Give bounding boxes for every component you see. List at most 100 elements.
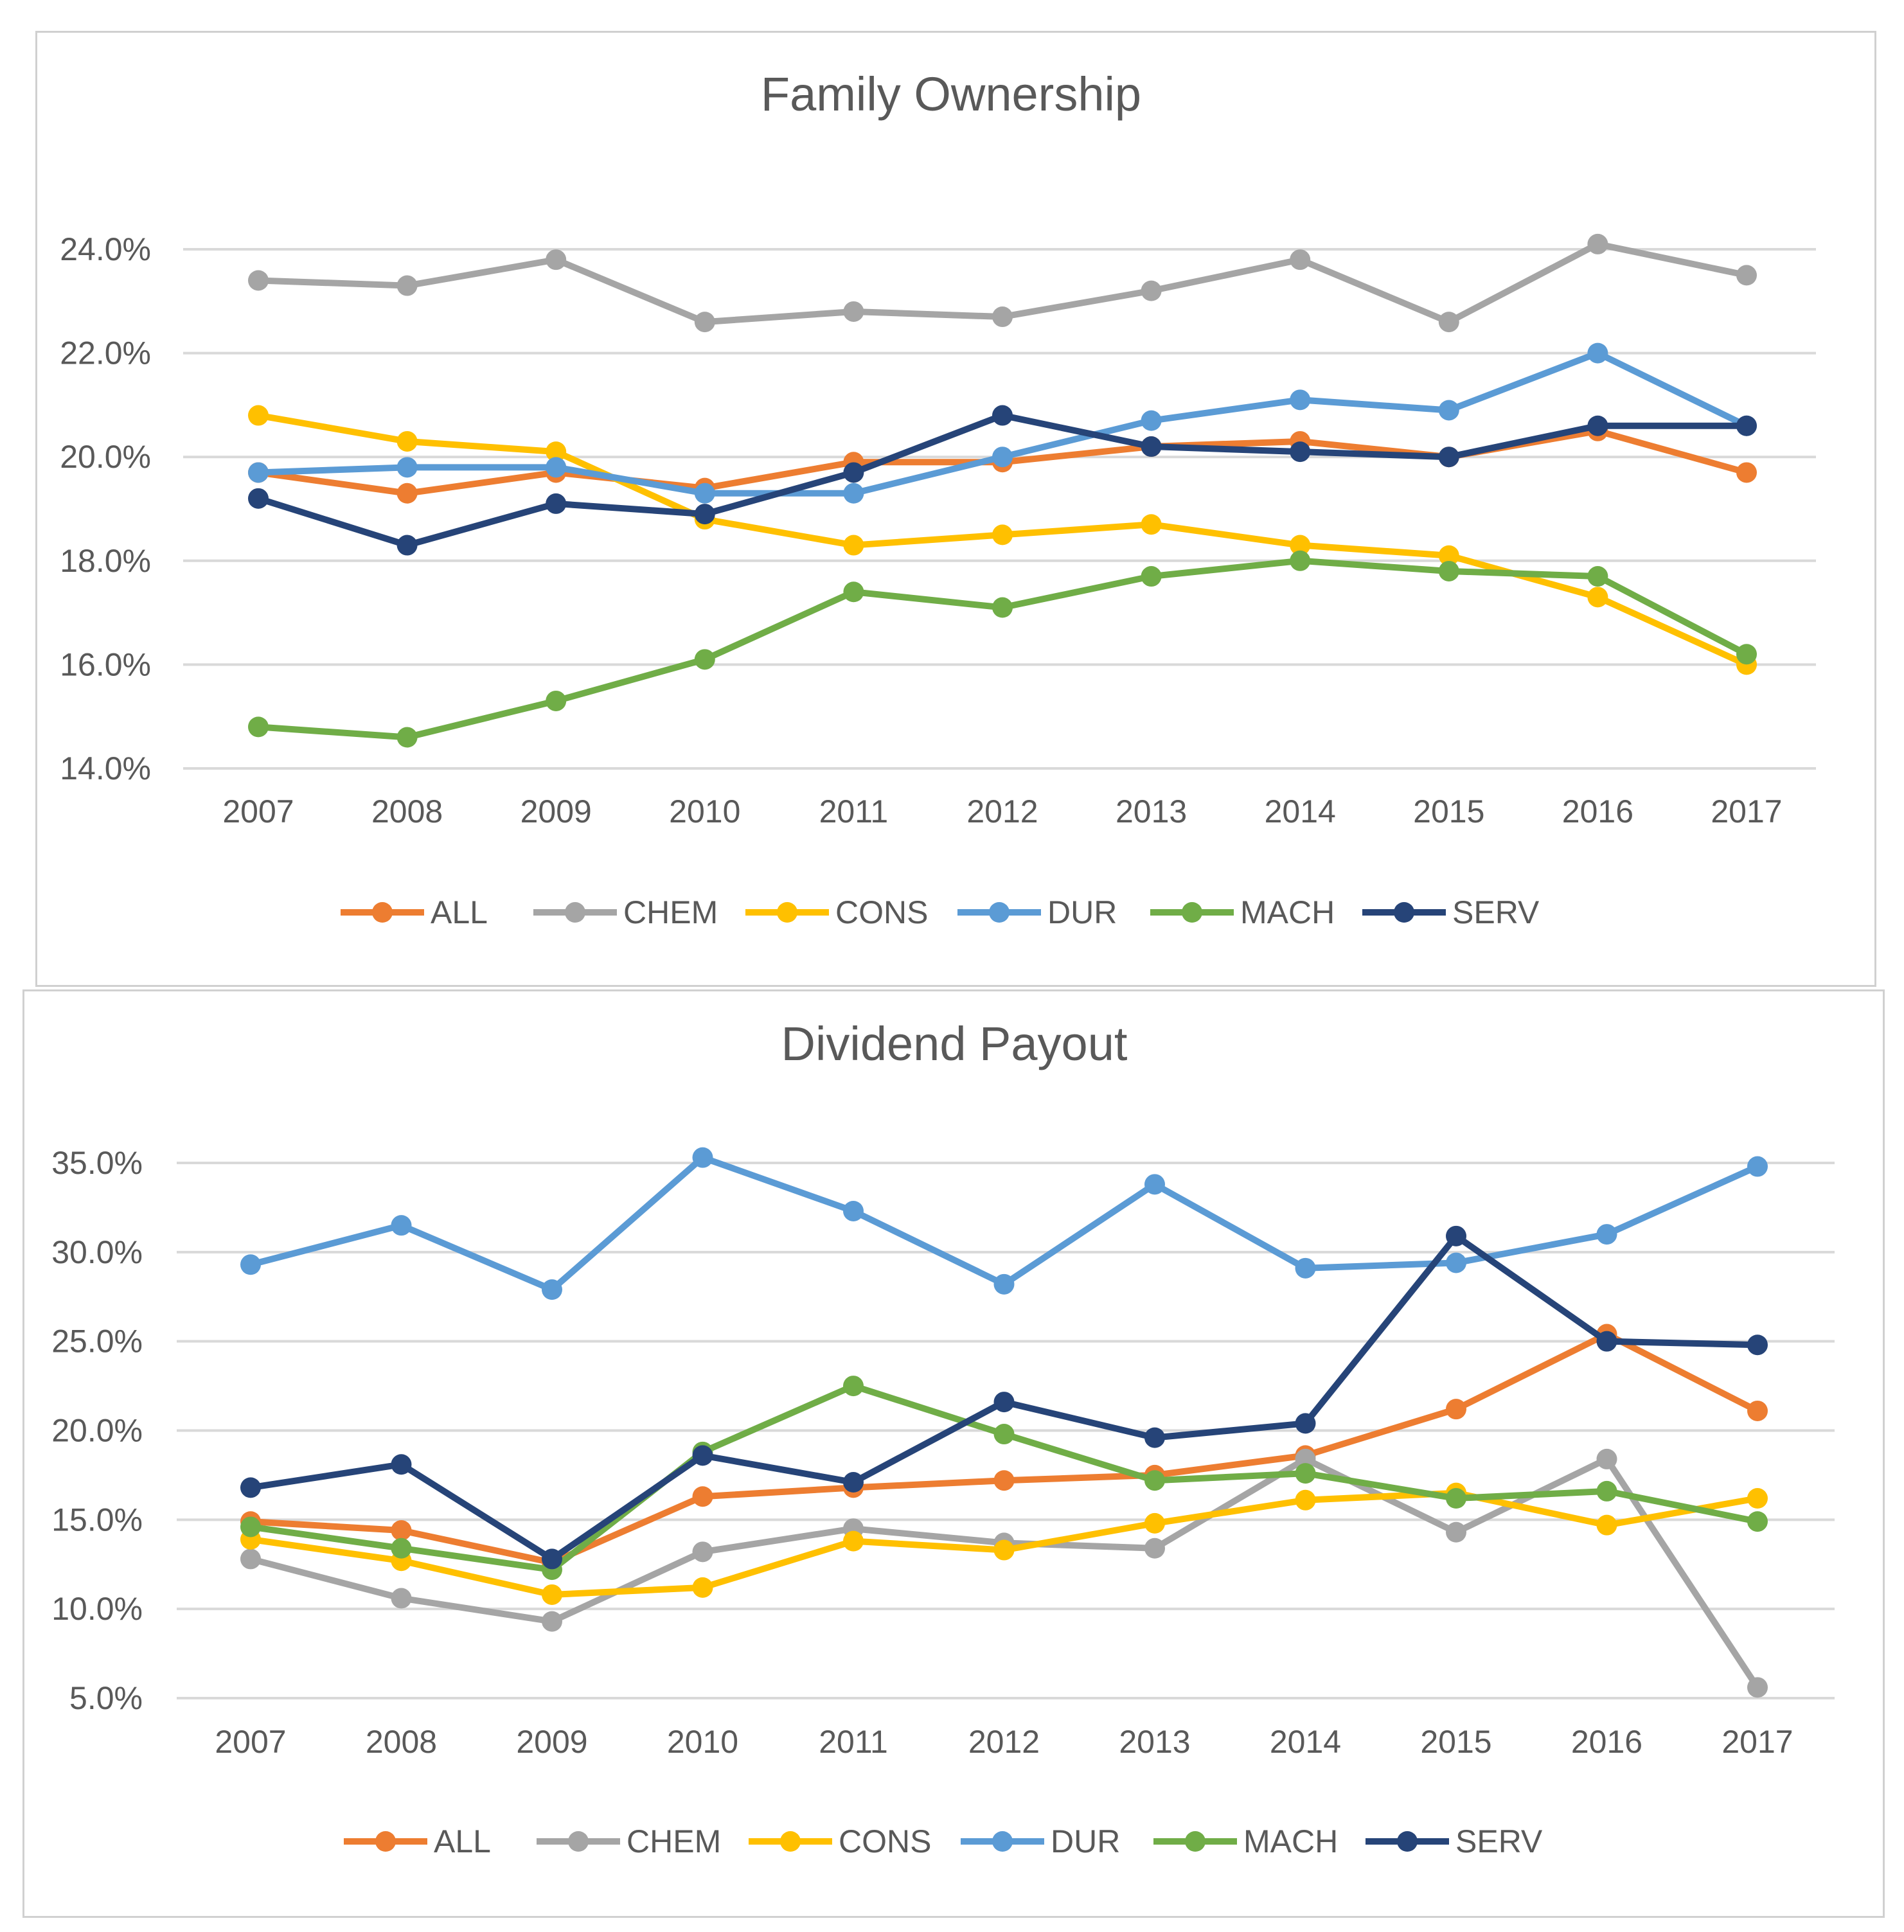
data-point-cons — [1295, 1489, 1316, 1511]
legend-swatch-marker — [375, 1831, 396, 1852]
data-point-cons — [843, 535, 864, 556]
data-point-serv — [248, 488, 269, 509]
data-point-chem — [992, 306, 1013, 328]
data-point-serv — [993, 1392, 1015, 1413]
data-point-chem — [1141, 280, 1162, 301]
x-tick-label: 2009 — [520, 793, 592, 829]
data-point-chem — [1446, 1521, 1466, 1543]
legend-swatch-marker — [568, 1831, 589, 1852]
x-tick-label: 2015 — [1420, 1724, 1491, 1760]
data-point-mach — [1141, 566, 1162, 587]
data-point-chem — [1438, 312, 1459, 333]
data-point-mach — [240, 1516, 261, 1538]
family-ownership-chart: Family Ownership 14.0% 16.0% 18.0% 20.0% 22.0… — [35, 31, 1876, 987]
data-point-cons — [1144, 1512, 1165, 1534]
y-tick-label: 16.0% — [60, 646, 151, 682]
y-tick-label: 18.0% — [60, 543, 151, 579]
data-point-mach — [248, 716, 269, 738]
data-point-chem — [1295, 1448, 1316, 1469]
x-tick-label: 2014 — [1265, 793, 1336, 829]
x-tick-label: 2013 — [1116, 793, 1187, 829]
data-point-dur — [1290, 389, 1311, 411]
data-point-serv — [692, 1445, 713, 1466]
x-tick-label: 2016 — [1562, 793, 1633, 829]
legend-item-all: ALL — [344, 1823, 491, 1859]
data-point-mach — [1295, 1463, 1316, 1484]
data-point-dur — [843, 483, 864, 504]
legend-swatch-marker — [777, 902, 797, 923]
data-point-all — [1747, 1400, 1768, 1421]
data-point-serv — [546, 493, 567, 514]
data-point-all — [1736, 462, 1757, 483]
data-point-mach — [843, 1376, 864, 1397]
data-point-dur — [843, 1200, 864, 1221]
data-point-serv — [1295, 1413, 1316, 1434]
series-line-all — [247, 1331, 1761, 1566]
data-point-mach — [1446, 1488, 1466, 1509]
legend-label: SERV — [1452, 894, 1540, 930]
legend-label: CHEM — [623, 894, 718, 930]
dividend-payout-chart: Dividend Payout 5.0% 10.0% 15.0% 20.0% 25.0% 3… — [22, 989, 1885, 1918]
data-point-dur — [1446, 1252, 1466, 1273]
data-point-dur — [546, 457, 567, 478]
legend-label: DUR — [1051, 1823, 1120, 1859]
series-line-dur — [247, 1154, 1761, 1293]
data-point-mach — [396, 727, 418, 748]
data-point-mach — [1290, 550, 1311, 571]
data-point-mach — [1587, 566, 1608, 587]
chart-title: Dividend Payout — [781, 1017, 1128, 1070]
data-point-all — [391, 1520, 412, 1541]
x-tick-label: 2013 — [1119, 1724, 1190, 1760]
data-point-serv — [391, 1454, 412, 1475]
data-point-cons — [992, 524, 1013, 545]
data-point-cons — [843, 1530, 864, 1552]
legend-swatch-marker — [1185, 1831, 1206, 1852]
y-tick-label: 15.0% — [51, 1502, 143, 1538]
data-point-all — [993, 1470, 1015, 1491]
data-point-cons — [1596, 1514, 1617, 1536]
y-tick-label: 20.0% — [51, 1413, 143, 1449]
legend-swatch-marker — [372, 902, 393, 923]
data-point-serv — [1736, 415, 1757, 436]
data-point-chem — [391, 1588, 412, 1609]
legend-label: CHEM — [627, 1823, 721, 1859]
data-point-serv — [396, 535, 418, 556]
legend-item-mach: MACH — [1150, 894, 1335, 930]
y-tick-label: 5.0% — [69, 1680, 143, 1716]
legend-swatch-marker — [565, 902, 585, 923]
y-tick-label: 30.0% — [51, 1234, 143, 1270]
data-point-cons — [1141, 514, 1162, 535]
x-tick-label: 2008 — [366, 1724, 437, 1760]
legend-swatch-marker — [1394, 902, 1414, 923]
data-point-dur — [1144, 1174, 1165, 1195]
data-point-dur — [692, 1147, 713, 1168]
y-tick-label: 25.0% — [51, 1324, 143, 1360]
data-point-all — [1446, 1399, 1466, 1420]
data-point-dur — [694, 483, 715, 504]
x-tick-label: 2017 — [1711, 793, 1782, 829]
x-tick-label: 2017 — [1722, 1724, 1793, 1760]
data-point-chem — [843, 301, 864, 322]
y-tick-label: 14.0% — [60, 750, 151, 786]
legend-swatch-marker — [992, 1831, 1013, 1852]
legend-item-chem: CHEM — [533, 894, 718, 930]
data-point-serv — [240, 1477, 261, 1498]
data-point-chem — [1290, 249, 1311, 270]
data-point-dur — [391, 1215, 412, 1236]
legend-item-dur: DUR — [961, 1823, 1120, 1859]
legend-item-mach: MACH — [1153, 1823, 1338, 1859]
data-point-chem — [240, 1548, 261, 1570]
data-point-mach — [1438, 560, 1459, 581]
data-point-serv — [1438, 447, 1459, 468]
data-point-dur — [396, 457, 418, 478]
x-tick-label: 2010 — [669, 793, 740, 829]
legend-label: MACH — [1240, 894, 1335, 930]
data-point-cons — [542, 1584, 562, 1605]
x-tick-label: 2007 — [215, 1724, 286, 1760]
chart-title: Family Ownership — [761, 67, 1141, 121]
data-point-serv — [1747, 1334, 1768, 1356]
data-point-cons — [1438, 545, 1459, 566]
legend-swatch-marker — [780, 1831, 801, 1852]
data-point-mach — [391, 1538, 412, 1559]
x-tick-label: 2011 — [819, 1724, 888, 1760]
